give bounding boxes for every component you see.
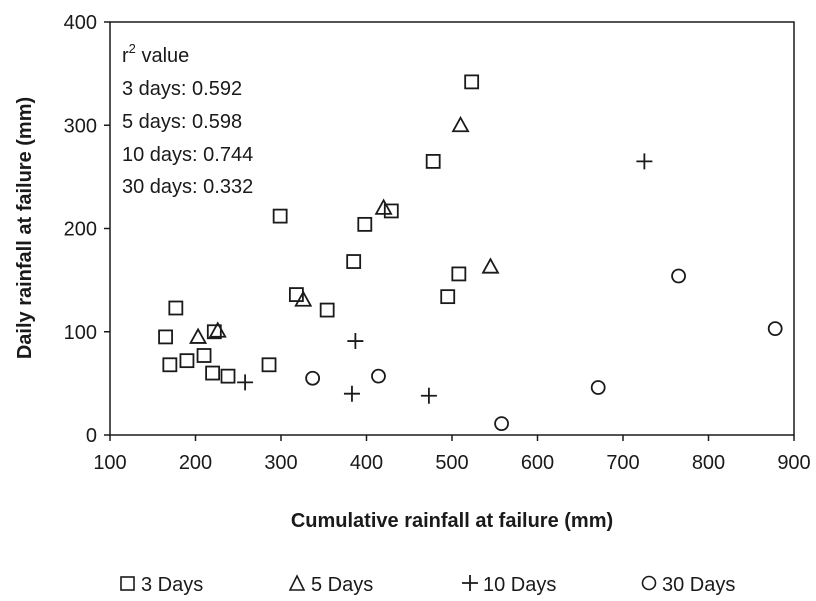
x-tick-label: 700 [606, 452, 639, 474]
point-10-days [636, 153, 653, 170]
point-3-days [206, 324, 222, 340]
x-tick-label: 900 [777, 452, 810, 474]
point-3-days [220, 368, 236, 384]
y-axis-title: Daily rainfall at failure (mm) [14, 97, 36, 359]
y-tick-label: 300 [64, 115, 97, 137]
legend: 3 Days 5 Days 10 Days 30 Days [120, 574, 735, 596]
point-10-days [347, 333, 364, 350]
point-3-days [158, 329, 173, 345]
annotation-line-10-days: 10 days: 0.744 [122, 144, 253, 166]
point-30-days [494, 416, 509, 432]
y-tick-label: 200 [64, 219, 97, 241]
annotation-line-5-days: 5 days: 0.598 [122, 111, 242, 133]
point-3-days [272, 208, 288, 224]
data-points [158, 74, 783, 432]
x-tick-label: 300 [264, 452, 297, 474]
x-tick-label: 600 [521, 452, 554, 474]
annotation-heading: r2 value [122, 41, 189, 67]
point-3-days [196, 348, 212, 363]
point-5-days [189, 327, 208, 344]
point-30-days [590, 380, 606, 395]
point-3-days [261, 357, 277, 373]
y-tick-label: 400 [64, 12, 97, 34]
point-3-days [440, 289, 456, 305]
point-10-days [237, 374, 254, 391]
x-tick-label: 800 [692, 452, 725, 474]
point-30-days [371, 368, 386, 384]
point-3-days [346, 254, 362, 269]
legend-circle-marker [641, 575, 657, 591]
annotation-line-30-days: 30 days: 0.332 [122, 176, 253, 198]
point-5-days [481, 257, 500, 274]
point-10-days [343, 385, 360, 402]
point-3-days [205, 365, 221, 381]
point-30-days [767, 321, 783, 337]
legend-label-30-days: 30 Days [662, 574, 735, 596]
legend-item-5-days: 5 Days [288, 574, 373, 596]
point-3-days [179, 353, 195, 369]
x-tick-label: 200 [179, 452, 212, 474]
point-5-days [451, 115, 470, 133]
point-3-days [425, 153, 441, 169]
point-3-days [357, 216, 373, 232]
point-5-days [208, 321, 227, 338]
point-3-days [383, 203, 399, 219]
x-tick-label: 100 [93, 452, 126, 474]
legend-label-3-days: 3 Days [141, 574, 203, 596]
x-tick-label: 500 [435, 452, 468, 474]
legend-square-marker [120, 576, 135, 591]
point-3-days [464, 74, 480, 90]
axis-ticks: 100 200 300 400 500 600 700 800 900 0 100 200 300 400 [64, 12, 811, 474]
legend-item-30-days: 30 Days [641, 574, 735, 596]
y-tick-label: 0 [86, 425, 97, 447]
r-squared-annotation: r2 value 3 days: 0.592 5 days: 0.598 10 … [122, 41, 253, 198]
x-axis-title: Cumulative rainfall at failure (mm) [291, 510, 613, 532]
point-5-days [294, 290, 313, 307]
legend-label-5-days: 5 Days [311, 574, 373, 596]
legend-triangle-marker [288, 574, 306, 591]
y-tick-label: 100 [64, 322, 97, 344]
point-3-days [451, 266, 467, 282]
annotation-line-3-days: 3 days: 0.592 [122, 78, 242, 100]
point-3-days [319, 302, 335, 318]
legend-item-3-days: 3 Days [120, 574, 203, 596]
legend-item-10-days: 10 Days [462, 574, 556, 596]
point-3-days [168, 300, 184, 316]
point-3-days [162, 357, 178, 373]
point-30-days [305, 370, 321, 386]
legend-plus-marker [462, 575, 478, 591]
x-tick-label: 400 [350, 452, 383, 474]
legend-label-10-days: 10 Days [483, 574, 556, 596]
point-5-days [374, 198, 393, 215]
point-10-days [420, 387, 437, 404]
point-30-days [671, 268, 686, 284]
